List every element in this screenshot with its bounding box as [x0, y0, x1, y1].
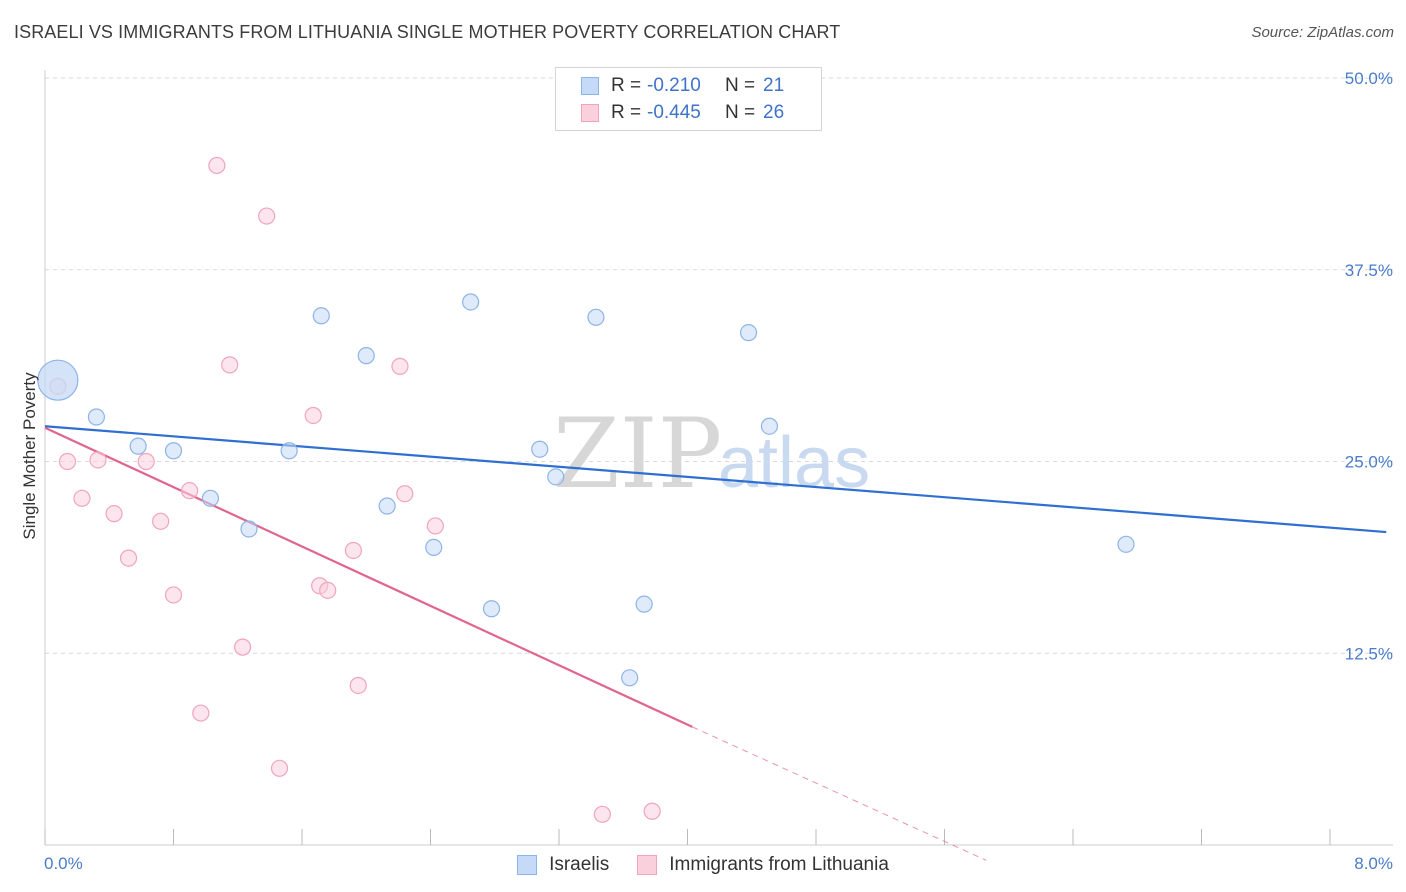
lithuania-point — [208, 156, 226, 175]
israelis-point — [425, 538, 443, 557]
lithuania-point — [643, 802, 661, 820]
legend-swatch-lithuania — [637, 855, 658, 875]
trend-lines — [44, 425, 1387, 861]
y-tick-label: 12.5% — [1345, 644, 1393, 663]
israelis-point — [547, 468, 565, 486]
y-tick-label: 37.5% — [1345, 261, 1393, 280]
legend-r-label: R = — [611, 75, 642, 96]
lithuania-point — [233, 638, 252, 656]
lithuania-point — [180, 482, 199, 500]
israelis-point — [164, 442, 183, 460]
israelis-point — [621, 669, 639, 687]
israelis-point — [462, 293, 480, 311]
y-axis-label: Single Mother Poverty — [20, 372, 39, 540]
lithuania-point — [221, 356, 239, 374]
chart-title: ISRAELI VS IMMIGRANTS FROM LITHUANIA SIN… — [14, 22, 841, 42]
lithuania-point — [391, 357, 409, 375]
lithuania-point — [73, 489, 91, 507]
legend-label-israelis: Israelis — [549, 854, 610, 875]
lithuania-point — [89, 451, 107, 469]
lithuania-point — [270, 759, 289, 777]
israelis-point — [1117, 535, 1135, 553]
israelis-point — [482, 600, 501, 618]
lithuania-point — [105, 505, 123, 523]
israelis-point — [129, 437, 147, 455]
lithuania-point — [304, 406, 322, 425]
israelis-point — [240, 520, 258, 538]
lithuania-point — [164, 586, 183, 604]
legend-n-value: 26 — [763, 102, 785, 123]
lithuania-point — [344, 541, 362, 560]
legend-item-israelis[interactable]: Israelis — [517, 854, 609, 876]
watermark-atlas: atlas — [718, 423, 870, 503]
axes — [44, 70, 1393, 846]
series-legend: Israelis Immigrants from Lithuania — [0, 851, 1406, 879]
grid-lines — [45, 77, 1393, 654]
israelis-point — [378, 497, 396, 515]
legend-row-lithuania: R = -0.445 N = 26 — [581, 101, 784, 125]
israelis-trend-line — [44, 425, 1387, 534]
watermark: ZIP atlas — [553, 398, 870, 510]
israelis-point — [280, 442, 298, 460]
lithuania-point — [119, 549, 138, 567]
lithuania-point — [349, 676, 367, 695]
x-tick-label: 0.0% — [44, 854, 83, 873]
tick-labels: 12.5% 25.0% 37.5% 50.0% 0.0% 8.0% — [44, 69, 1393, 873]
lithuania-point — [152, 512, 170, 530]
legend-swatch-israelis — [581, 77, 599, 95]
lithuania-point — [426, 517, 444, 535]
legend-r-label: R = — [611, 102, 642, 123]
legend-item-lithuania[interactable]: Immigrants from Lithuania — [637, 854, 889, 876]
israelis-point — [739, 324, 758, 342]
legend-swatch-israelis — [517, 855, 538, 875]
israelis-point — [201, 489, 220, 507]
legend-n-label: N = — [725, 102, 756, 123]
lithuania-point — [396, 485, 414, 503]
data-points — [37, 156, 1135, 823]
y-tick-label: 25.0% — [1345, 453, 1393, 472]
legend-n-value: 21 — [763, 75, 785, 96]
israelis-point — [312, 307, 330, 325]
legend-r-value: -0.445 — [647, 102, 701, 123]
correlation-legend: R = -0.210 N = 21 R = -0.445 N = 26 — [555, 67, 822, 131]
israelis-point — [357, 347, 375, 365]
legend-r-value: -0.210 — [647, 75, 701, 96]
israelis-point — [37, 359, 79, 401]
lithuania-trend-line — [44, 426, 693, 728]
legend-row-israelis: R = -0.210 N = 21 — [581, 74, 784, 98]
israelis-point — [635, 595, 653, 613]
lithuania-point — [258, 207, 276, 225]
israelis-point — [760, 417, 779, 435]
israelis-point — [587, 308, 605, 326]
lithuania-point — [192, 704, 210, 722]
source-credit: Source: ZipAtlas.com — [1251, 24, 1394, 41]
israelis-point — [87, 408, 106, 426]
legend-swatch-lithuania — [581, 104, 599, 122]
lithuania-trend-extension — [692, 726, 987, 861]
watermark-zip: ZIP — [553, 398, 722, 510]
israelis-point — [531, 440, 549, 458]
x-tick-label: 8.0% — [1354, 854, 1393, 873]
legend-n-label: N = — [725, 75, 756, 96]
lithuania-point — [137, 452, 155, 471]
lithuania-point — [319, 581, 337, 599]
legend-label-lithuania: Immigrants from Lithuania — [669, 854, 889, 875]
y-tick-label: 50.0% — [1345, 69, 1393, 88]
lithuania-point — [593, 805, 611, 823]
lithuania-point — [58, 452, 77, 471]
